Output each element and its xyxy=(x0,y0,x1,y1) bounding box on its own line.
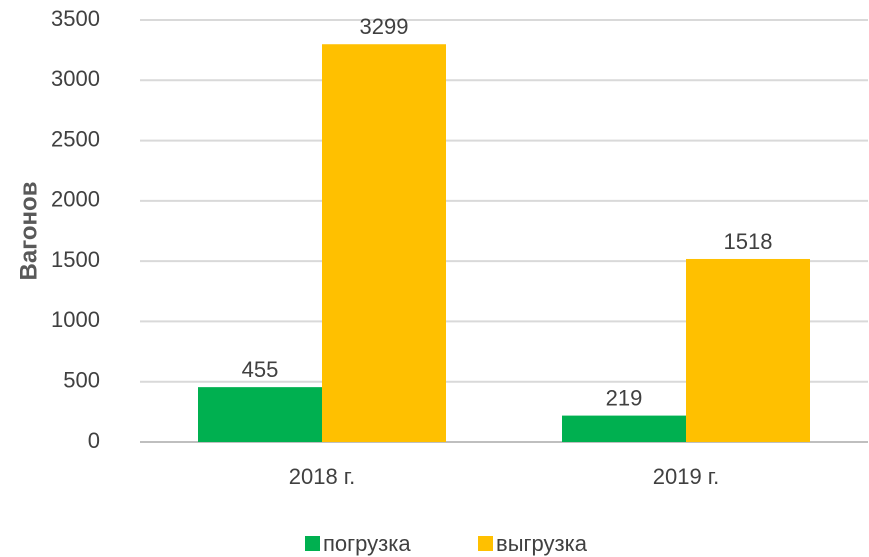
y-tick-label: 3500 xyxy=(51,6,100,31)
data-label: 455 xyxy=(242,357,279,382)
x-tick-label: 2018 г. xyxy=(289,464,356,489)
data-label: 1518 xyxy=(724,229,773,254)
y-tick-label: 1500 xyxy=(51,247,100,272)
legend-swatch xyxy=(305,536,320,551)
data-label: 219 xyxy=(606,385,643,410)
y-axis-label: Вагонов xyxy=(15,182,42,281)
bar xyxy=(686,258,810,442)
y-tick-label: 3000 xyxy=(51,66,100,91)
bar xyxy=(322,44,446,442)
legend-label: выгрузка xyxy=(496,531,588,556)
y-tick-label: 0 xyxy=(88,428,100,453)
bar xyxy=(198,387,322,442)
y-tick-label: 500 xyxy=(63,368,100,393)
data-label: 3299 xyxy=(360,14,409,39)
bar xyxy=(562,415,686,442)
legend-label: погрузка xyxy=(323,531,411,556)
legend-swatch xyxy=(478,536,493,551)
y-tick-label: 2500 xyxy=(51,126,100,151)
y-tick-label: 2000 xyxy=(51,187,100,212)
x-tick-label: 2019 г. xyxy=(653,464,720,489)
y-tick-label: 1000 xyxy=(51,307,100,332)
